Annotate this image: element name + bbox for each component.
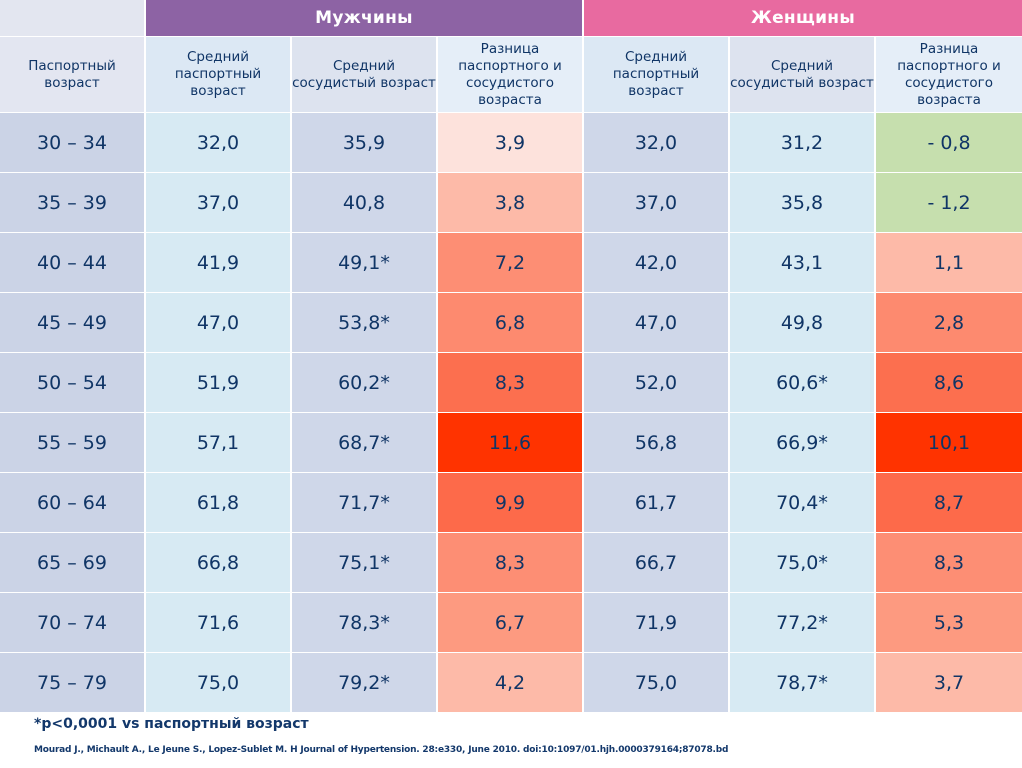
table-cell: 37,0 (584, 173, 730, 233)
table-row: 45 – 49 47,0 53,8* 6,8 47,0 49,8 2,8 (0, 293, 1022, 353)
table-cell: 51,9 (146, 353, 292, 413)
table-row: 30 – 34 32,0 35,9 3,9 32,0 31,2- 0,8 (0, 113, 1022, 173)
table-cell: 3,9 (438, 113, 584, 173)
table-cell: 2,8 (876, 293, 1022, 353)
table-cell: 8,3 (438, 533, 584, 593)
table-cell: 66,8 (146, 533, 292, 593)
row-label: 70 – 74 (0, 593, 146, 653)
table-row: 70 – 74 71,6 78,3* 6,7 71,9 77,2* 5,3 (0, 593, 1022, 653)
source-citation: Mourad J., Michault A., Le Jeune S., Lop… (34, 745, 729, 755)
table-cell: 41,9 (146, 233, 292, 293)
table-cell: 71,9 (584, 593, 730, 653)
column-header-4: Средний паспортный возраст (584, 37, 730, 113)
table-cell: 79,2* (292, 653, 438, 713)
table-cell: 11,6 (438, 413, 584, 473)
table-row: 75 – 79 75,0 79,2* 4,2 75,0 78,7* 3,7 (0, 653, 1022, 713)
table-cell: 31,2 (730, 113, 876, 173)
table-cell: 71,6 (146, 593, 292, 653)
table-cell: 10,1 (876, 413, 1022, 473)
column-header-row: Паспортный возраст Средний паспортный воз… (0, 37, 1022, 113)
row-label: 60 – 64 (0, 473, 146, 533)
table-cell: 70,4* (730, 473, 876, 533)
row-label: 50 – 54 (0, 353, 146, 413)
footnote: *p<0,0001 vs паспортный возраст (34, 716, 309, 732)
row-label: 45 – 49 (0, 293, 146, 353)
table-cell: 66,9* (730, 413, 876, 473)
column-header-6: Разница паспортного и сосудистого возрас… (876, 37, 1022, 113)
table-cell: 37,0 (146, 173, 292, 233)
column-header-1: Средний паспортный возраст (146, 37, 292, 113)
table-cell: 35,9 (292, 113, 438, 173)
table-cell: 78,7* (730, 653, 876, 713)
group-header-row: Мужчины Женщины (0, 0, 1022, 37)
table-cell: 3,7 (876, 653, 1022, 713)
row-label: 40 – 44 (0, 233, 146, 293)
table-body: 30 – 34 32,0 35,9 3,9 32,0 31,2- 0,8 35 – 39 37… (0, 113, 1022, 713)
table-cell: 1,1 (876, 233, 1022, 293)
table-cell: 6,8 (438, 293, 584, 353)
table-row: 40 – 44 41,9 49,1* 7,2 42,0 43,1 1,1 (0, 233, 1022, 293)
table-cell: 40,8 (292, 173, 438, 233)
table-cell: 53,8* (292, 293, 438, 353)
table-cell: 61,8 (146, 473, 292, 533)
table-cell: 35,8 (730, 173, 876, 233)
table-cell: 75,1* (292, 533, 438, 593)
row-label: 30 – 34 (0, 113, 146, 173)
table-cell: 78,3* (292, 593, 438, 653)
table-cell: - 0,8 (876, 113, 1022, 173)
column-header-5: Средний сосудистый возраст (730, 37, 876, 113)
row-label: 35 – 39 (0, 173, 146, 233)
table-row: 35 – 39 37,0 40,8 3,8 37,0 35,8- 1,2 (0, 173, 1022, 233)
table-cell: 75,0* (730, 533, 876, 593)
table-row: 60 – 64 61,8 71,7* 9,9 61,7 70,4* 8,7 (0, 473, 1022, 533)
table-cell: 68,7* (292, 413, 438, 473)
group-header-empty (0, 0, 146, 37)
table-cell: 71,7* (292, 473, 438, 533)
table-cell: 60,2* (292, 353, 438, 413)
table-cell: 4,2 (438, 653, 584, 713)
table-cell: 7,2 (438, 233, 584, 293)
table-cell: 9,9 (438, 473, 584, 533)
column-header-2: Средний сосудистый возраст (292, 37, 438, 113)
table-cell: 42,0 (584, 233, 730, 293)
column-header-0: Паспортный возраст (0, 37, 146, 113)
table-cell: 8,7 (876, 473, 1022, 533)
table-row: 65 – 69 66,8 75,1* 8,3 66,7 75,0* 8,3 (0, 533, 1022, 593)
table-cell: 61,7 (584, 473, 730, 533)
table-cell: 3,8 (438, 173, 584, 233)
group-header-women: Женщины (584, 0, 1022, 37)
table-cell: 47,0 (146, 293, 292, 353)
table-cell: - 1,2 (876, 173, 1022, 233)
table-row: 55 – 59 57,1 68,7* 11,6 56,8 66,9* 10,1 (0, 413, 1022, 473)
table-cell: 57,1 (146, 413, 292, 473)
table-cell: 66,7 (584, 533, 730, 593)
column-header-3: Разница паспортного и сосудистого возрас… (438, 37, 584, 113)
vascular-age-table: Мужчины Женщины Паспортный возраст Средни… (0, 0, 1022, 713)
table-cell: 8,3 (876, 533, 1022, 593)
table-cell: 47,0 (584, 293, 730, 353)
row-label: 75 – 79 (0, 653, 146, 713)
table-cell: 6,7 (438, 593, 584, 653)
table-cell: 49,8 (730, 293, 876, 353)
group-header-men: Мужчины (146, 0, 584, 37)
table-cell: 32,0 (146, 113, 292, 173)
table-cell: 49,1* (292, 233, 438, 293)
table-cell: 77,2* (730, 593, 876, 653)
table-cell: 43,1 (730, 233, 876, 293)
table-cell: 8,3 (438, 353, 584, 413)
table-cell: 75,0 (584, 653, 730, 713)
table-cell: 60,6* (730, 353, 876, 413)
table-cell: 75,0 (146, 653, 292, 713)
table-cell: 52,0 (584, 353, 730, 413)
table-cell: 8,6 (876, 353, 1022, 413)
table-cell: 32,0 (584, 113, 730, 173)
table-cell: 56,8 (584, 413, 730, 473)
row-label: 55 – 59 (0, 413, 146, 473)
row-label: 65 – 69 (0, 533, 146, 593)
table-cell: 5,3 (876, 593, 1022, 653)
table-row: 50 – 54 51,9 60,2* 8,3 52,0 60,6* 8,6 (0, 353, 1022, 413)
